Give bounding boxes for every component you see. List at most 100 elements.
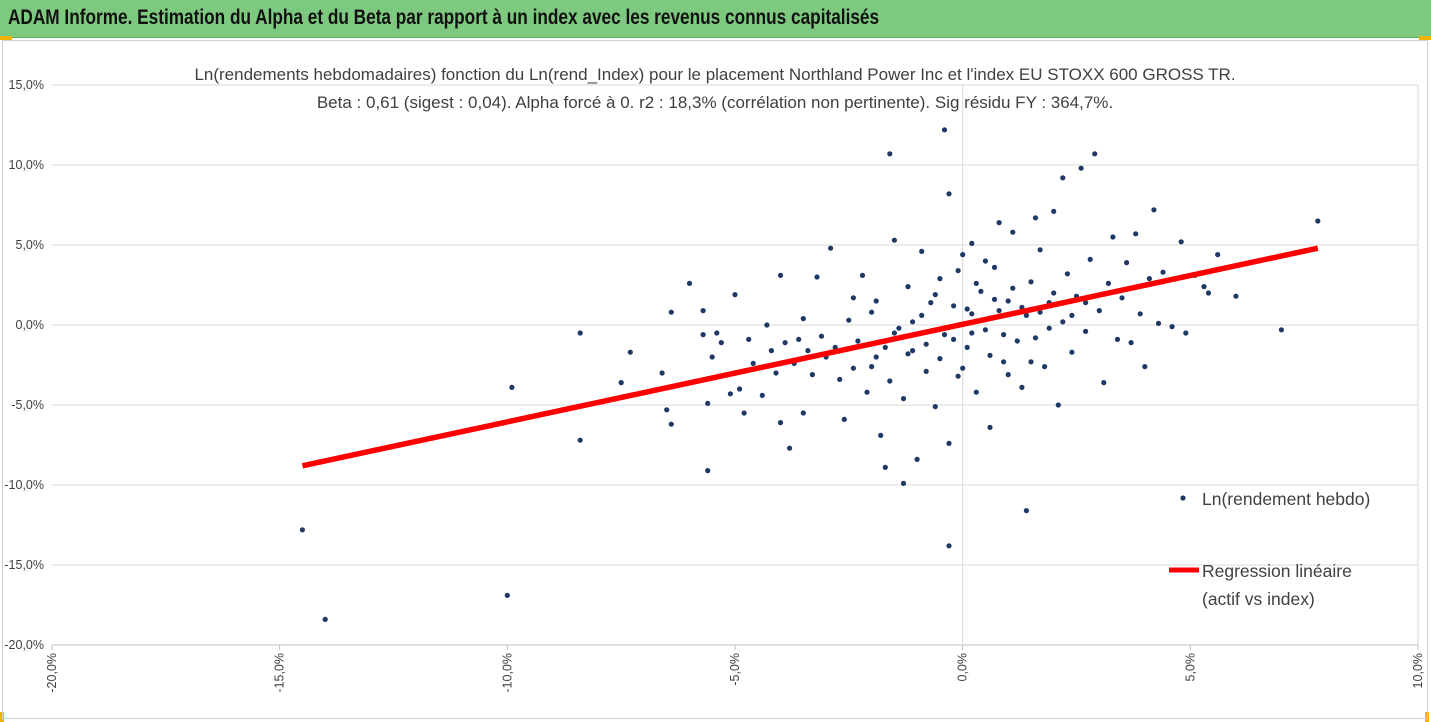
- data-point: [973, 389, 979, 395]
- data-point: [741, 410, 747, 416]
- data-point: [1001, 332, 1007, 338]
- data-point: [859, 272, 866, 278]
- data-point: [700, 308, 706, 314]
- data-point: [846, 317, 852, 323]
- data-point: [773, 370, 779, 376]
- data-point: [1114, 336, 1121, 342]
- data-point: [577, 330, 583, 336]
- y-tick-label: -5,0%: [11, 398, 44, 412]
- data-point: [509, 384, 515, 390]
- data-point: [873, 298, 879, 304]
- data-point: [850, 295, 857, 301]
- data-point: [664, 407, 670, 413]
- data-point: [1078, 165, 1084, 171]
- data-point: [1051, 208, 1057, 214]
- data-point: [777, 272, 784, 278]
- data-point: [659, 370, 665, 376]
- data-point: [969, 240, 975, 246]
- data-point: [964, 306, 970, 312]
- data-point: [1051, 290, 1057, 296]
- data-point: [978, 288, 984, 294]
- data-point: [1064, 271, 1070, 277]
- data-point: [982, 327, 989, 333]
- data-point: [869, 364, 875, 370]
- data-point: [1205, 290, 1212, 296]
- data-point: [855, 338, 861, 344]
- x-tick-label: -20,0%: [45, 653, 59, 693]
- data-point: [900, 480, 907, 486]
- data-point: [941, 127, 948, 133]
- data-point: [991, 264, 998, 270]
- data-point: [714, 330, 720, 336]
- data-point: [618, 380, 624, 386]
- data-point: [800, 316, 806, 322]
- y-tick-label: -15,0%: [4, 558, 44, 572]
- data-point: [1083, 328, 1089, 334]
- data-point: [1096, 308, 1102, 314]
- data-point: [960, 252, 966, 258]
- data-point: [1087, 256, 1093, 262]
- data-point: [969, 330, 975, 336]
- data-point: [1069, 349, 1075, 355]
- legend-marker-scatter: [1180, 495, 1186, 501]
- data-point: [299, 527, 305, 533]
- data-point: [1055, 402, 1061, 408]
- data-point: [1083, 300, 1089, 306]
- data-point: [955, 373, 961, 379]
- x-tick-label: -5,0%: [728, 653, 742, 686]
- data-point: [700, 332, 706, 338]
- data-point: [1042, 364, 1048, 370]
- data-point: [800, 410, 806, 416]
- data-point: [709, 354, 715, 360]
- chart-subtitle: Beta : 0,61 (sigest : 0,04). Alpha forcé…: [317, 93, 1113, 112]
- data-point: [910, 348, 916, 354]
- x-tick-label: 0,0%: [956, 653, 970, 682]
- data-point: [850, 365, 857, 371]
- data-point: [873, 354, 879, 360]
- y-tick-label: 10,0%: [9, 158, 44, 172]
- data-point: [905, 351, 911, 357]
- data-point: [1201, 284, 1207, 290]
- data-point: [887, 151, 893, 157]
- y-tick-label: 0,0%: [16, 318, 45, 332]
- data-point: [1069, 312, 1075, 318]
- data-point: [1014, 338, 1020, 344]
- legend: Ln(rendement hebdo) Regression linéaire …: [1169, 489, 1370, 609]
- data-point: [1142, 364, 1148, 370]
- header-banner: ADAM Informe. Estimation du Alpha et du …: [0, 0, 1431, 38]
- data-point: [1110, 234, 1116, 240]
- data-point: [1119, 295, 1125, 301]
- data-point: [900, 396, 907, 402]
- chart-area: [2, 40, 1428, 719]
- data-point: [923, 341, 929, 347]
- data-point: [914, 456, 920, 462]
- legend-label-regression: Regression linéaire: [1202, 561, 1352, 581]
- data-point: [627, 349, 633, 355]
- data-point: [1028, 279, 1034, 285]
- data-point: [732, 292, 738, 298]
- data-point: [1010, 229, 1016, 235]
- data-point: [837, 376, 843, 382]
- regression-line-layer: [301, 245, 1319, 469]
- data-point: [964, 344, 970, 350]
- data-point: [937, 276, 943, 282]
- legend-label-regression-2: (actif vs index): [1202, 589, 1315, 609]
- data-point: [1133, 231, 1139, 237]
- data-point: [1028, 359, 1034, 365]
- data-point: [814, 274, 820, 280]
- data-point: [322, 616, 328, 623]
- report-title: ADAM Informe. Estimation du Alpha et du …: [8, 6, 880, 29]
- data-point: [1023, 312, 1029, 318]
- data-point: [1105, 280, 1111, 286]
- data-point: [882, 464, 888, 470]
- data-point: [996, 220, 1002, 226]
- data-points: [299, 127, 1321, 623]
- data-point: [910, 319, 916, 325]
- data-point: [1278, 327, 1284, 333]
- data-point: [946, 543, 952, 549]
- data-point: [809, 372, 816, 378]
- data-point: [750, 360, 756, 366]
- data-point: [841, 416, 847, 422]
- data-point: [777, 420, 784, 426]
- data-point: [504, 592, 510, 599]
